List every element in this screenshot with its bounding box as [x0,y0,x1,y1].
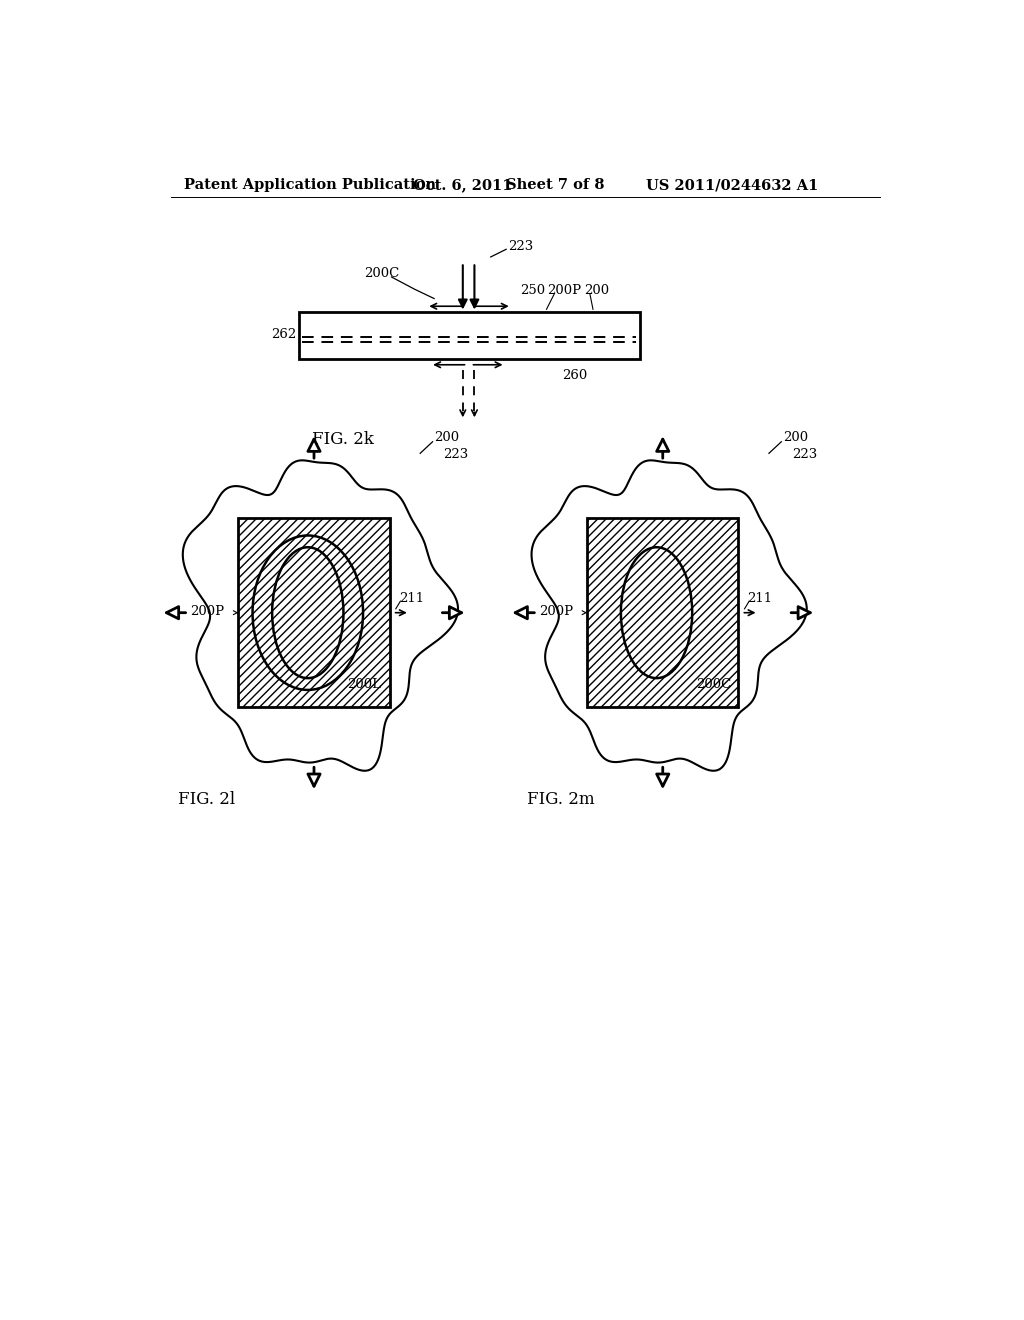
Text: Sheet 7 of 8: Sheet 7 of 8 [506,178,605,193]
Bar [239,519,389,708]
Text: Oct. 6, 2011: Oct. 6, 2011 [414,178,513,193]
Text: 211: 211 [748,593,773,606]
Text: Patent Application Publication: Patent Application Publication [183,178,436,193]
Text: 200P: 200P [547,284,582,297]
Text: 200: 200 [783,432,808,445]
Text: 223: 223 [508,240,534,253]
Text: 200P: 200P [190,605,224,618]
Bar [239,519,389,708]
Text: 200C: 200C [365,268,399,280]
Text: 260: 260 [562,370,587,381]
Text: 211: 211 [399,593,424,606]
Text: 200: 200 [434,432,459,445]
Text: 200P: 200P [540,605,573,618]
Text: 223: 223 [793,449,817,462]
Ellipse shape [621,548,692,678]
Bar [587,519,738,708]
Text: 223: 223 [443,449,469,462]
Text: 262: 262 [271,327,297,341]
Bar [239,519,389,708]
Text: 200: 200 [585,284,609,297]
Bar [299,313,640,359]
Text: 200C: 200C [696,677,731,690]
Text: 200L: 200L [347,677,381,690]
Text: FIG. 2m: FIG. 2m [527,791,595,808]
Ellipse shape [272,548,343,678]
Text: FIG. 2l: FIG. 2l [178,791,236,808]
Bar [587,519,738,708]
Text: 250: 250 [520,284,545,297]
Bar [587,519,738,708]
Text: FIG. 2k: FIG. 2k [311,430,374,447]
Text: US 2011/0244632 A1: US 2011/0244632 A1 [646,178,818,193]
